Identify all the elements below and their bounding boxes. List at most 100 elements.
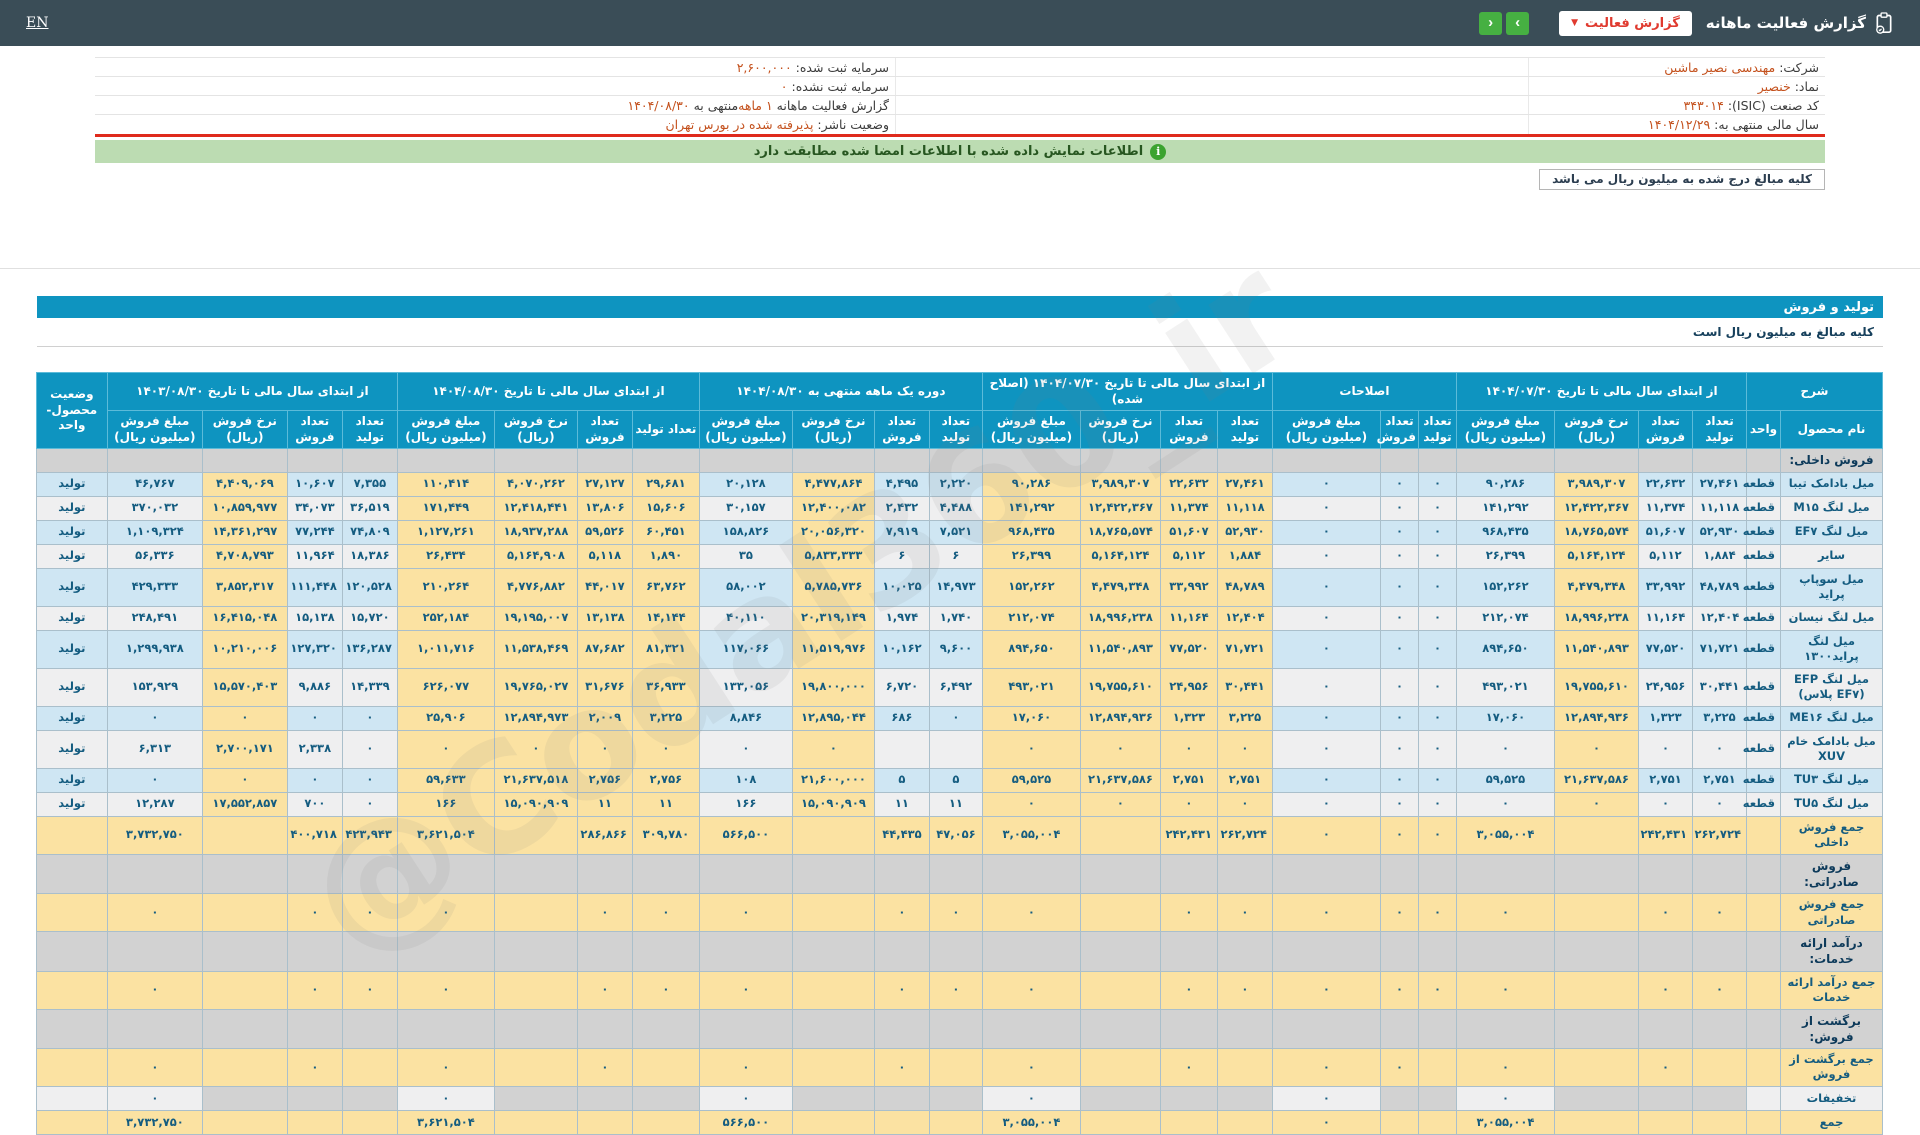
- table-row: تخفیفات۰۰۰۰۰۰: [36, 1086, 1882, 1110]
- cell-g6-3: ۳۷۰,۰۳۲: [107, 496, 202, 520]
- cell-g6-0: ۷۴,۸۰۹: [342, 520, 397, 544]
- cell-g5-1: ۲۷,۱۲۷: [577, 472, 632, 496]
- column-header: تعداد فروش: [287, 411, 342, 449]
- column-header: از ابتدای سال مالی تا تاریخ ۱۴۰۴/۰۸/۳۰: [397, 373, 699, 411]
- unit-cell: قطعه: [1746, 730, 1780, 768]
- cell-g3-0: ۲۶۲,۷۲۴: [1217, 816, 1272, 854]
- cell-g3-0: ۱۱,۱۱۸: [1217, 496, 1272, 520]
- cell-adj-0: ۰: [1418, 706, 1456, 730]
- cell-g1-3: ۹۶۸,۴۳۵: [1456, 520, 1554, 544]
- cell-g3-3: ۴۹۳,۰۲۱: [982, 668, 1080, 706]
- cell-g5-1: ۴۴,۰۱۷: [577, 568, 632, 606]
- cell-g5-3: ۱,۱۲۷,۲۶۱: [397, 520, 494, 544]
- cell-adj-2: ۰: [1272, 792, 1380, 816]
- table-row: جمع برگشت از فروش۰۰۰۰۰۰۰۰۰۰۰۰: [36, 1048, 1882, 1086]
- cell-g4-2: [792, 894, 874, 932]
- column-header: مبلغ فروش (میلیون ریال): [699, 411, 792, 449]
- column-header: نرخ فروش (ریال): [1554, 411, 1638, 449]
- cell-g1-2: [1554, 971, 1638, 1009]
- row-label: میل لنگ M۱۵: [1781, 496, 1883, 520]
- column-header: نرخ فروش (ریال): [494, 411, 577, 449]
- cell-g4-0: [929, 449, 982, 472]
- row-label: میل لنگ EFP (EF۷ پلاس): [1781, 668, 1883, 706]
- cell-g3-1: [1160, 1009, 1217, 1048]
- cell-g4-3: ۵۸,۰۰۲: [699, 568, 792, 606]
- cell-g6-0: ۳۶,۵۱۹: [342, 496, 397, 520]
- cell-g3-1: [1160, 932, 1217, 971]
- cell-g1-0: ۲۶۲,۷۲۴: [1692, 816, 1746, 854]
- next-report-button[interactable]: ›: [1506, 12, 1529, 35]
- cell-g4-2: [792, 971, 874, 1009]
- cell-g5-3: ۱۱۰,۴۱۴: [397, 472, 494, 496]
- column-header: تعداد تولید: [1692, 411, 1746, 449]
- cell-adj-2: [1272, 932, 1380, 971]
- cell-adj-0: [1418, 1086, 1456, 1110]
- cell-g6-2: ۴,۴۰۹,۰۶۹: [202, 472, 287, 496]
- row-label: میل بادامک تیبا: [1781, 472, 1883, 496]
- unit-cell: [1746, 1048, 1780, 1086]
- company-field: سال مالی منتهی به: ۱۴۰۴/۱۲/۲۹: [1528, 115, 1825, 134]
- cell-g1-2: ۲۱,۶۳۷,۵۸۶: [1554, 768, 1638, 792]
- prev-report-button[interactable]: ‹: [1479, 12, 1502, 35]
- info-label: وضعیت ناشر:: [817, 117, 889, 132]
- info-label: سرمایه ثبت نشده:: [792, 79, 889, 94]
- cell-g5-2: ۱۹,۷۶۵,۰۲۷: [494, 668, 577, 706]
- unit-cell: قطعه: [1746, 496, 1780, 520]
- section-label: فروش داخلی:: [1781, 449, 1883, 472]
- cell-g1-0: [1692, 854, 1746, 893]
- cell-adj-0: [1418, 449, 1456, 472]
- cell-g5-0: [632, 1009, 699, 1048]
- cell-g3-1: ۳۳,۹۹۲: [1160, 568, 1217, 606]
- cell-g4-2: ۲۱,۶۰۰,۰۰۰: [792, 768, 874, 792]
- cell-g6-1: ۰: [287, 706, 342, 730]
- cell-g1-1: ۰: [1638, 894, 1692, 932]
- cell-g3-1: [1160, 854, 1217, 893]
- cell-g3-3: ۳,۰۵۵,۰۰۴: [982, 1110, 1080, 1134]
- info-label: منتهی به: [694, 98, 739, 113]
- column-header: اصلاحات: [1272, 373, 1456, 411]
- cell-g5-0: ۲,۷۵۶: [632, 768, 699, 792]
- page-title: گزارش فعالیت ماهانه: [1706, 14, 1866, 32]
- cell-g6-0: ۰: [342, 971, 397, 1009]
- cell-adj-0: ۰: [1418, 668, 1456, 706]
- clipboard-report-icon: [1874, 12, 1894, 34]
- cell-adj-1: [1380, 854, 1418, 893]
- cell-g3-1: ۵۱,۶۰۷: [1160, 520, 1217, 544]
- company-field: شرکت: مهندسی نصیر ماشین: [1528, 58, 1825, 76]
- cell-g6-3: [107, 854, 202, 893]
- unit-cell: قطعه: [1746, 630, 1780, 668]
- status-cell: تولید: [36, 730, 107, 768]
- cell-adj-1: [1380, 1110, 1418, 1134]
- table-row: میل لنگ نیسانقطعه۱۲,۴۰۴۱۱,۱۶۴۱۸,۹۹۶,۲۳۸۲…: [36, 606, 1882, 630]
- report-type-dropdown[interactable]: گزارش فعالیت ▼: [1559, 11, 1692, 36]
- company-field: کد صنعت (ISIC): ۳۴۳۰۱۴: [1528, 96, 1825, 114]
- table-row: میل لنگ M۱۵قطعه۱۱,۱۱۸۱۱,۳۷۴۱۲,۴۲۲,۳۶۷۱۴۱…: [36, 496, 1882, 520]
- signature-notice: i اطلاعات نمایش داده شده با اطلاعات امضا…: [95, 140, 1825, 163]
- cell-g5-2: ۴,۰۷۰,۲۶۲: [494, 472, 577, 496]
- unit-cell: [1746, 854, 1780, 893]
- cell-g5-2: [494, 449, 577, 472]
- cell-g3-1: ۰: [1160, 792, 1217, 816]
- cell-g1-2: ۰: [1554, 792, 1638, 816]
- cell-g1-2: ۱۲,۸۹۴,۹۳۶: [1554, 706, 1638, 730]
- table-row: میل لنگ ME۱۶قطعه۳,۲۲۵۱,۳۲۳۱۲,۸۹۴,۹۳۶۱۷,۰…: [36, 706, 1882, 730]
- cell-g3-3: ۰: [982, 971, 1080, 1009]
- cell-g5-1: [577, 1009, 632, 1048]
- cell-g1-2: [1554, 1009, 1638, 1048]
- cell-g1-3: [1456, 932, 1554, 971]
- cell-g6-2: ۰: [202, 706, 287, 730]
- cell-g5-0: [632, 449, 699, 472]
- cell-g3-2: ۵,۱۶۴,۱۲۴: [1080, 544, 1160, 568]
- cell-g1-0: ۷۱,۷۲۱: [1692, 630, 1746, 668]
- cell-adj-1: ۰: [1380, 706, 1418, 730]
- cell-g5-3: ۵۹,۶۳۳: [397, 768, 494, 792]
- cell-adj-2: ۰: [1272, 730, 1380, 768]
- cell-g1-1: ۰: [1638, 792, 1692, 816]
- language-toggle[interactable]: EN: [26, 15, 48, 31]
- cell-g5-2: ۱۱,۵۳۸,۴۶۹: [494, 630, 577, 668]
- cell-g5-1: ۸۷,۶۸۲: [577, 630, 632, 668]
- unit-cell: [1746, 894, 1780, 932]
- top-bar: گزارش فعالیت ماهانه گزارش فعالیت ▼ › ‹ E…: [0, 0, 1920, 46]
- cell-adj-1: ۰: [1380, 568, 1418, 606]
- cell-g5-0: ۶۳,۷۶۲: [632, 568, 699, 606]
